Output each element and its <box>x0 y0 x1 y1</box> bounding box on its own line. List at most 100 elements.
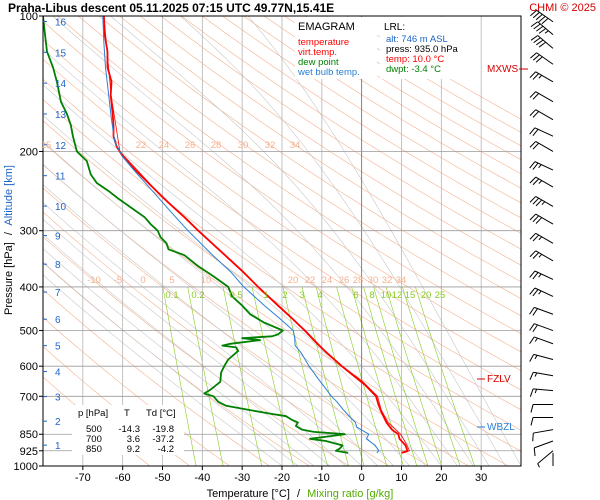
y-tick-label: 400 <box>20 282 38 294</box>
legend-box <box>295 17 377 79</box>
wind-barb-feather <box>530 404 534 413</box>
altitude-tick-label: 1 <box>55 441 61 452</box>
wind-barb <box>530 403 553 413</box>
wind-barb <box>529 336 554 345</box>
wind-barb-feather <box>532 289 539 297</box>
lrl-title: LRL: <box>384 22 405 33</box>
altitude-tick-label: 8 <box>55 260 61 271</box>
wind-barb <box>530 52 554 65</box>
mixing-ratio-label: 6 <box>353 290 358 301</box>
wind-barb <box>529 306 554 316</box>
wind-barb-feather <box>529 176 537 184</box>
wind-barb <box>530 35 554 49</box>
table-header-p: p [hPa] <box>78 408 108 419</box>
wind-barb-half-feather <box>534 372 538 377</box>
wind-barb <box>530 21 554 36</box>
wind-barb <box>529 161 554 171</box>
wind-barb-half-feather <box>537 463 540 468</box>
wind-barb-half-feather <box>544 30 549 34</box>
wind-barb-feather <box>532 11 540 19</box>
table-row: 850 9.2 -4.2 <box>86 444 174 455</box>
y-axis-title-pressure: Pressure [hPa] <box>3 242 15 315</box>
lrl-alt: alt: 746 m ASL <box>386 34 448 45</box>
x-tick-label: -60 <box>115 472 131 484</box>
dry-adiabat-line <box>43 20 521 353</box>
summary-table: p [hPa] T Td [°C] 500 -14.3 -19.8 700 3.… <box>72 405 184 455</box>
wind-barb-feather <box>529 196 537 203</box>
wind-barb-feather <box>536 25 544 32</box>
mixing-ratio-label: 15 <box>405 290 416 301</box>
moist-adiabat-label: 30 <box>368 275 379 286</box>
x-tick-label: 10 <box>395 472 407 484</box>
moist-adiabat-label: 20 <box>288 275 299 286</box>
x-axis-title: Temperature [°C] / Mixing ratio [g/kg] <box>207 488 394 500</box>
moist-adiabat-label: 34 <box>396 275 407 286</box>
moist-adiabat-label: 10 <box>201 275 212 286</box>
mixing-ratio-label: 10 <box>381 290 392 301</box>
wind-barb-half-feather <box>538 164 542 169</box>
table-row: 500 -14.3 -19.8 <box>86 424 174 435</box>
wind-barb-feather <box>532 73 540 80</box>
wbzl-label: WBZL <box>487 422 515 433</box>
altitude-tick-label: 2 <box>55 417 61 428</box>
dry-adiabat-line <box>43 39 521 371</box>
dry-adiabat-line <box>43 78 521 411</box>
dry-adiabat-line <box>201 16 521 219</box>
dry-adiabat-line <box>119 16 521 283</box>
table-cell-td: -4.2 <box>158 444 174 455</box>
wind-barb-feather <box>529 161 536 169</box>
wind-barb-half-feather <box>534 389 538 394</box>
lrl-box: LRL: alt: 746 m ASL press: 935.0 hPa tem… <box>380 17 480 79</box>
mixing-ratio-label: 1 <box>263 290 268 301</box>
series-dew-point-line <box>43 16 349 454</box>
dry-adiabat-line <box>160 16 521 250</box>
mixing-ratio-label: 0.2 <box>191 290 204 301</box>
lrl-temp: temp: 10.0 °C <box>386 54 444 65</box>
wind-barb-feather <box>529 127 536 135</box>
legend-title: EMAGRAM <box>298 21 355 33</box>
wind-barb <box>529 127 554 137</box>
legend-item-dew-point: dew point <box>298 57 339 68</box>
x-tick-label: -70 <box>75 472 91 484</box>
wind-barb-feather <box>535 217 543 224</box>
wind-barb <box>529 71 554 83</box>
y-tick-label: 1000 <box>14 461 38 473</box>
wind-barb-feather <box>530 35 538 41</box>
wind-barb-feather <box>529 354 535 362</box>
chart-series <box>43 16 410 454</box>
altitude-tick-label: 15 <box>55 48 67 59</box>
wind-barb-feather <box>532 162 539 170</box>
moist-adiabat-label: 5 <box>169 275 174 286</box>
wind-barb <box>537 450 554 468</box>
wind-barb-feather <box>532 178 540 186</box>
mixing-ratio-label: 2 <box>282 290 287 301</box>
y-axis-title-sep: / <box>3 231 15 235</box>
wind-barb <box>529 232 554 244</box>
wind-barb <box>529 353 554 362</box>
series-wet-bulb-temp-line <box>102 16 380 454</box>
wind-barb-feather <box>529 71 537 79</box>
table-cell-p: 850 <box>86 444 102 455</box>
moist-adiabat-label: 32 <box>382 275 393 286</box>
wind-barb-feather <box>532 111 540 118</box>
wind-barb <box>533 440 554 457</box>
altitude-tick-label: 14 <box>55 79 67 90</box>
wind-barb <box>529 287 554 297</box>
wind-barb <box>529 109 554 121</box>
y-tick-label: 850 <box>20 429 38 441</box>
altitude-tick-label: 11 <box>55 172 66 183</box>
wind-barb-feather <box>529 388 534 397</box>
altitude-tick-label: 6 <box>55 315 61 326</box>
y-tick-label: 600 <box>20 361 38 373</box>
x-axis-title-temp: Temperature [°C] <box>207 488 290 500</box>
dry-adiabat-line <box>98 16 521 299</box>
mixing-ratio-label: 3 <box>299 290 304 301</box>
x-tick-label: 30 <box>475 472 487 484</box>
mixing-ratio-label: 0.5 <box>229 290 242 301</box>
y-tick-label: 100 <box>20 11 38 23</box>
altitude-tick-label: 3 <box>55 393 61 404</box>
wind-barb <box>529 270 554 280</box>
wind-barb-half-feather <box>534 355 538 360</box>
wind-barb <box>529 388 554 397</box>
dry-adiabat-line <box>140 16 521 266</box>
